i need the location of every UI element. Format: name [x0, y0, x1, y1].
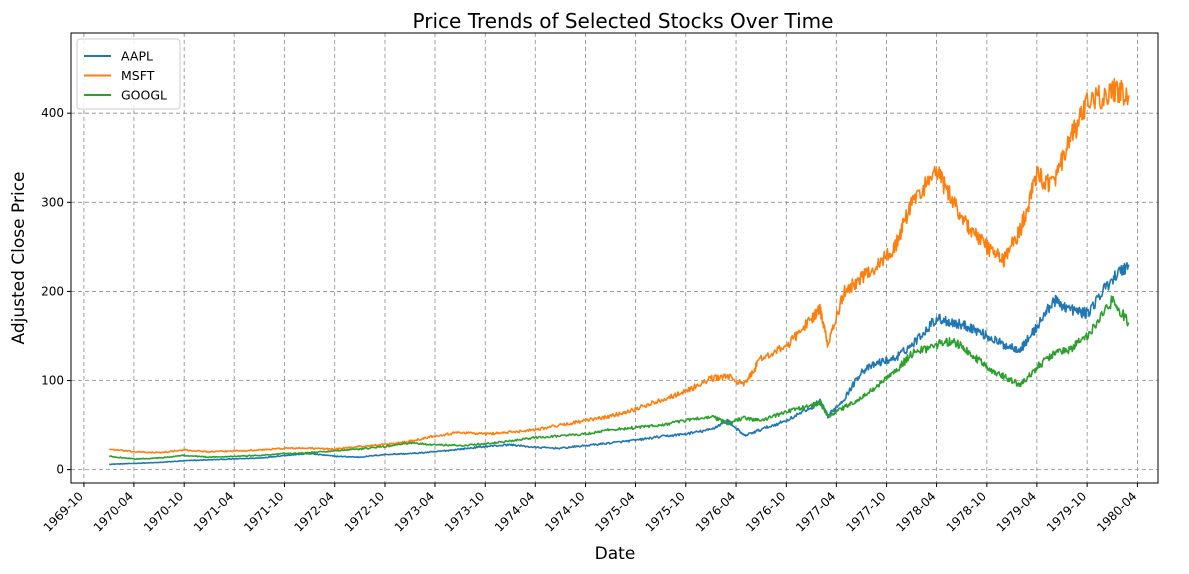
series-line-msft: [108, 77, 1130, 454]
plot-frame: [70, 32, 1159, 484]
chart-title: Price Trends of Selected Stocks Over Tim…: [413, 9, 834, 33]
y-tick-label: 0: [56, 463, 64, 477]
y-axis-ticks: 0 100 200 300 400: [41, 106, 71, 477]
legend-label-googl: GOOGL: [121, 88, 167, 103]
series-line-aapl: [109, 262, 1130, 466]
y-tick-label: 400: [41, 106, 64, 120]
legend: AAPL MSFT GOOGL: [76, 38, 181, 110]
series-lines: [108, 77, 1130, 466]
x-axis-label: Date: [595, 544, 636, 564]
legend-label-msft: MSFT: [121, 68, 155, 83]
y-axis-label: Adjusted Close Price: [9, 172, 29, 345]
y-tick-label: 200: [41, 284, 64, 298]
y-tick-label: 100: [41, 374, 64, 388]
y-tick-label: 300: [41, 195, 64, 209]
series-line-googl: [109, 295, 1130, 461]
legend-label-aapl: AAPL: [121, 49, 153, 64]
